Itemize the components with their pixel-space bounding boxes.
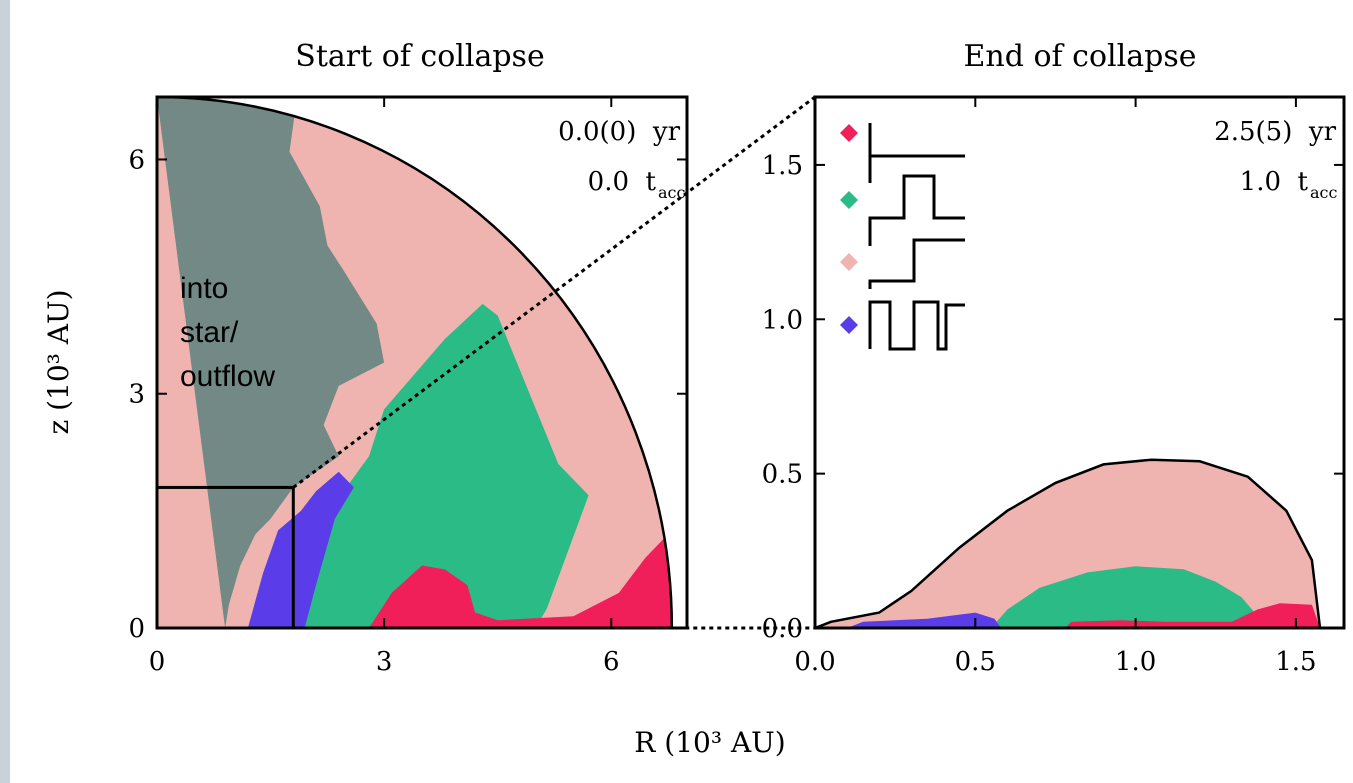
- left-ytick-label: 0: [128, 614, 145, 644]
- right-tacc-label: 1.0 t: [1240, 167, 1309, 197]
- right-region-2: [847, 612, 1001, 628]
- right-plot-frame: [813, 95, 1346, 630]
- annotation-line-3: outflow: [180, 360, 275, 393]
- left-tacc-label: 0.0 t: [588, 167, 657, 197]
- right-xtick-label: 1.0: [1115, 647, 1156, 677]
- right-ytick-label: 0.5: [762, 460, 803, 490]
- legend-step-glyph-0: [868, 123, 965, 183]
- left-ticks: 0 3 6 0 3 6: [128, 97, 687, 677]
- outer-boundary-arc: [156, 95, 674, 629]
- final-boundary-outline: [814, 458, 1322, 630]
- right-time-label: 2.5(5) yr: [1214, 117, 1336, 147]
- annotation-line-2: star/: [180, 316, 239, 349]
- left-plot-frame: [155, 95, 689, 630]
- legend: [840, 123, 965, 351]
- right-region-3: [1065, 603, 1320, 628]
- figure-page: Start of collapse End of collapse 0 3 6 0 3 6…: [10, 0, 1353, 783]
- left-xtick-label: 6: [603, 647, 620, 677]
- right-tacc-sub: acc: [1310, 183, 1338, 202]
- left-ytick-label: 3: [128, 380, 145, 410]
- left-panel-title: Start of collapse: [295, 39, 544, 74]
- legend-marker-1: [840, 191, 858, 209]
- left-ytick-label: 6: [128, 145, 145, 175]
- right-region-1: [991, 566, 1258, 628]
- right-regions: [815, 459, 1320, 628]
- left-xtick-label: 3: [376, 647, 393, 677]
- figure-canvas: Start of collapse End of collapse 0 3 6 0 3 6…: [42, 39, 1346, 759]
- left-region-4: [369, 534, 672, 628]
- y-axis-label: z (10³ AU): [42, 289, 75, 434]
- right-ticks: 0.0 0.5 1.0 1.5 0.0 0.5 1.0 1.5: [762, 97, 1344, 677]
- right-ytick-label: 1.0: [762, 305, 803, 335]
- legend-step-glyph-1: [868, 174, 965, 246]
- left-xtick-label: 0: [149, 647, 166, 677]
- right-panel-title: End of collapse: [964, 39, 1197, 74]
- left-region-2: [285, 303, 589, 628]
- right-xtick-label: 0.5: [955, 647, 996, 677]
- legend-marker-3: [840, 316, 858, 334]
- legend-step-glyph-3: [868, 300, 965, 351]
- right-ytick-label: 1.5: [762, 151, 803, 181]
- right-xtick-label: 0.0: [794, 647, 835, 677]
- annotation-line-1: into: [180, 272, 228, 305]
- left-tacc-sub: acc: [658, 183, 686, 202]
- legend-step-glyph-2: [868, 238, 965, 289]
- right-xtick-label: 1.5: [1275, 647, 1316, 677]
- legend-marker-0: [840, 124, 858, 142]
- legend-marker-2: [840, 253, 858, 271]
- x-axis-label: R (10³ AU): [634, 726, 785, 759]
- left-region-1: [157, 97, 385, 628]
- left-time-label: 0.0(0) yr: [558, 117, 680, 147]
- left-region-3: [247, 471, 354, 628]
- right-ytick-label: 0.0: [762, 614, 803, 644]
